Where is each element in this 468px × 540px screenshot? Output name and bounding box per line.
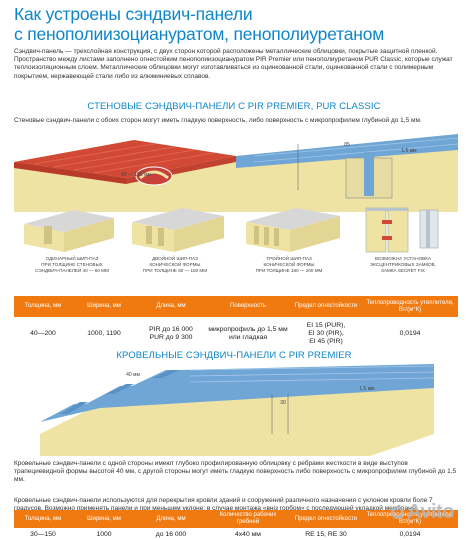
col-length: Длина, мм: [136, 510, 206, 528]
eccentric-lock-image: [365, 207, 439, 253]
wall-section-title: СТЕНОВЫЕ СЭНДВИЧ-ПАНЕЛИ С PIR PREMIER, P…: [87, 101, 381, 112]
table-row: 30—150 1000 до 16 000 4x40 мм RE 15, RE …: [14, 528, 458, 540]
cell-length: до 16 000: [155, 531, 187, 538]
table-header-row: Толщина, мм Ширина, мм Длина, мм Поверхн…: [14, 296, 458, 317]
col-width: Ширина, мм: [72, 296, 136, 317]
col-ridges: Количество рабочих гребней: [206, 510, 290, 528]
col-thickness: Толщина, мм: [14, 510, 72, 528]
single-joint-image: [24, 210, 114, 252]
roof-description: Кровельные сэндвич-панели с одной сторон…: [14, 460, 457, 484]
avito-watermark: Avito: [391, 501, 454, 524]
roof-panel-illustration: [40, 364, 434, 456]
col-thickness: Толщина, мм: [14, 296, 72, 317]
cell-width: 1000: [96, 531, 112, 538]
col-fire: Предел огнестойкости: [290, 510, 362, 528]
wall-dim-b: 85: [344, 142, 350, 148]
cell-surface: микропрофиль до 1,5 мм или гладкая: [208, 326, 288, 341]
wall-panel-illustration: [14, 134, 458, 212]
roof-section-title: КРОВЕЛЬНЫЕ СЭНДВИЧ-ПАНЕЛИ С PIR PREMIER: [116, 350, 352, 361]
cell-ridges: 4x40 мм: [235, 531, 261, 538]
intro-paragraph: Сэндвич-панель — трехслойная конструкция…: [14, 48, 453, 80]
roof-dim-a: 40 мм: [126, 372, 140, 378]
blue-wall-panel-image: [236, 134, 458, 212]
roof-profile-image: [40, 364, 434, 422]
cell-fire: RE 15, RE 30: [305, 531, 347, 538]
title-line-1: Как устроены сэндвич-панели: [14, 4, 253, 24]
joint-caption-4: ВОЗМОЖНА УСТАНОВКА ЭКСЦЕНТРИКОВЫХ ЗАМКОВ…: [369, 256, 437, 273]
joint-caption-2: ДВОЙНОЙ ШИП-ПАЗ КОНИЧЕСКОЙ ФОРМЫ ПРИ ТОЛ…: [142, 256, 208, 273]
cell-conductivity: 0,0194: [399, 330, 421, 337]
roof-usage: Кровельные сэндвич-панели используются д…: [14, 497, 433, 513]
roof-dim-c: 1,5 мм: [359, 386, 375, 392]
wall-dim-c: 1,5 мм: [401, 148, 417, 154]
cell-thickness: 30—150: [30, 531, 56, 538]
joint-types-illustration: [24, 207, 439, 253]
col-conductivity: Теплопроводность утеплителя, Вт/(м°К): [362, 296, 458, 317]
cell-thickness: 40—200: [30, 330, 56, 337]
wall-spec-table: Толщина, мм Ширина, мм Длина, мм Поверхн…: [14, 296, 458, 351]
col-conductivity: Теплопроводность утеплителя, Вт/(м°К): [362, 510, 458, 528]
red-wall-panel-image: [14, 140, 236, 212]
joint-caption-3: ТРОЙНОЙ ШИП-ПАЗ КОНИЧЕСКОЙ ФОРМЫ ПРИ ТОЛ…: [255, 256, 323, 273]
cell-fire: EI 15 (PUR), EI 30 (PIR), EI 45 (PIR): [306, 322, 346, 345]
wall-description: Стеновые сэндвич-панели с обоих сторон м…: [14, 117, 422, 124]
col-fire: Предел огнестойкости: [290, 296, 362, 317]
roof-spec-table: Толщина, мм Ширина, мм Длина, мм Количес…: [14, 510, 458, 540]
wall-dim-a: 40 — 150 мм: [121, 172, 151, 178]
cell-width: 1000, 1190: [87, 330, 121, 337]
triple-joint-image: [246, 208, 340, 252]
table-row: 40—200 1000, 1190 PIR до 16 000 PUR до 9…: [14, 317, 458, 351]
cell-length: PIR до 16 000 PUR до 9 300: [149, 326, 193, 341]
col-surface: Поверхность: [206, 296, 290, 317]
col-width: Ширина, мм: [72, 510, 136, 528]
cell-conductivity: 0,0194: [399, 531, 421, 538]
double-joint-image: [132, 208, 224, 252]
title-line-2: с пенополиизоциануратом, пенополиуретано…: [14, 24, 385, 44]
page-title: Как устроены сэндвич-панели с пенополииз…: [14, 4, 460, 44]
roof-dim-b: 30: [280, 400, 286, 406]
avito-logo-icon: [391, 506, 405, 519]
table-header-row: Толщина, мм Ширина, мм Длина, мм Количес…: [14, 510, 458, 528]
col-length: Длина, мм: [136, 296, 206, 317]
joint-caption-1: ОДИНАРНЫЙ ШИП-ПАЗ ПРИ ТОЛЩИНЕ СТЕНОВЫХ С…: [35, 256, 109, 273]
